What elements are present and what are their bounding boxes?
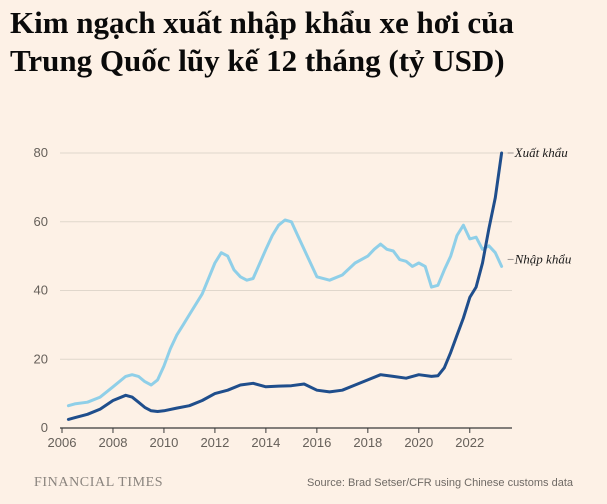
chart-title: Kim ngạch xuất nhập khẩu xe hơi của Trun… [10, 4, 600, 80]
x-tick-label: 2022 [455, 435, 484, 450]
x-tick-label: 2020 [404, 435, 433, 450]
y-tick-label: 20 [34, 351, 48, 366]
y-axis-labels: 0 20 40 60 80 [34, 145, 48, 435]
chart-title-line-2: Trung Quốc lũy kế 12 tháng (tỷ USD) [10, 43, 505, 78]
series-label-import: Nhập khẩu [514, 251, 572, 266]
x-tick-label: 2010 [149, 435, 178, 450]
x-tick-label: 2012 [200, 435, 229, 450]
x-tick-label: 2016 [302, 435, 331, 450]
series-line-export [66, 151, 504, 421]
gridlines [60, 152, 512, 360]
chart-title-line-1: Kim ngạch xuất nhập khẩu xe hơi của [10, 5, 514, 40]
ft-brand: FINANCIAL TIMES [34, 475, 164, 490]
source-note: Source: Brad Setser/CFR using Chinese cu… [307, 477, 573, 489]
x-tick-label: 2006 [48, 435, 77, 450]
y-tick-label: 40 [34, 283, 48, 298]
series-label-export: Xuất khẩu [514, 145, 569, 160]
x-tick-label: 2014 [251, 435, 280, 450]
x-axis-labels: 2006 2008 2010 2012 2014 2016 2018 2020 2022 [48, 435, 485, 450]
y-tick-label: 80 [34, 145, 48, 160]
series-labels: Nhập khẩu Xuất khẩu [507, 145, 572, 266]
series-line-import [66, 218, 504, 408]
x-tick-label: 2008 [99, 435, 128, 450]
series-lines [66, 151, 504, 421]
x-tick-label: 2018 [353, 435, 382, 450]
x-axis [60, 427, 512, 433]
y-tick-label: 0 [41, 420, 48, 435]
y-tick-label: 60 [34, 214, 48, 229]
